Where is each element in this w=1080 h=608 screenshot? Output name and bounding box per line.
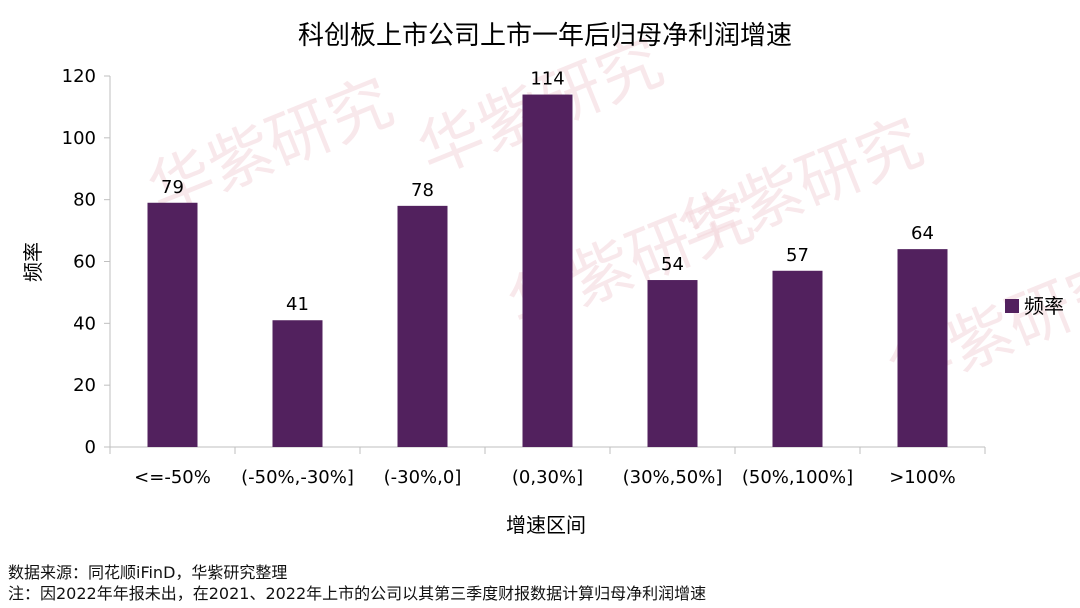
bar	[272, 320, 323, 447]
bar	[897, 249, 948, 447]
data-label: 41	[286, 294, 309, 315]
data-label: 64	[911, 223, 934, 244]
x-tick-label: >100%	[889, 467, 956, 488]
x-tick-label: <=-50%	[134, 467, 211, 488]
bar	[147, 202, 198, 447]
bar	[647, 280, 698, 447]
legend-label: 频率	[1024, 294, 1064, 318]
legend: 频率	[1005, 294, 1064, 318]
bar	[397, 205, 448, 447]
legend-swatch	[1005, 299, 1019, 313]
y-axis: 0 20 40 60 80 100 120	[62, 66, 111, 458]
y-tick-label: 20	[73, 375, 96, 396]
bar-series	[147, 94, 948, 448]
y-tick-label: 60	[73, 252, 96, 273]
y-tick-label: 100	[62, 128, 96, 149]
bar-chart: 华紫研究华紫研究华紫研究华紫研究华紫研究 科创板上市公司上市一年后归母净利润增速…	[21, 21, 1080, 537]
x-tick-label: (0,30%]	[512, 467, 583, 488]
y-tick-label: 0	[85, 437, 96, 458]
data-label: 78	[411, 180, 434, 201]
data-label: 114	[530, 69, 564, 90]
y-tick-label: 40	[73, 313, 96, 334]
data-label: 57	[786, 245, 809, 266]
data-label: 54	[661, 254, 684, 275]
x-tick-label: (50%,100%]	[742, 467, 853, 488]
x-tick-label: (-30%,0]	[384, 467, 462, 488]
x-tick-label: (-50%,-30%]	[241, 467, 354, 488]
x-axis: <=-50% (-50%,-30%] (-30%,0] (0,30%] (30%,50%…	[109, 446, 986, 488]
data-label: 79	[161, 177, 184, 198]
source-note: 数据来源：同花顺iFinD，华紫研究整理	[8, 563, 288, 582]
bar	[772, 270, 823, 447]
bar	[522, 94, 573, 448]
footnote: 注：因2022年年报未出，在2021、2022年上市的公司以其第三季度财报数据计…	[8, 584, 707, 603]
y-tick-label: 120	[62, 66, 96, 87]
x-axis-title: 增速区间	[506, 513, 586, 537]
chart-title: 科创板上市公司上市一年后归母净利润增速	[298, 21, 792, 51]
data-labels: 79 41 78 114 54 57 64	[161, 69, 934, 316]
y-axis-title: 频率	[21, 242, 45, 282]
y-tick-label: 80	[73, 190, 96, 211]
x-tick-label: (30%,50%]	[623, 467, 723, 488]
